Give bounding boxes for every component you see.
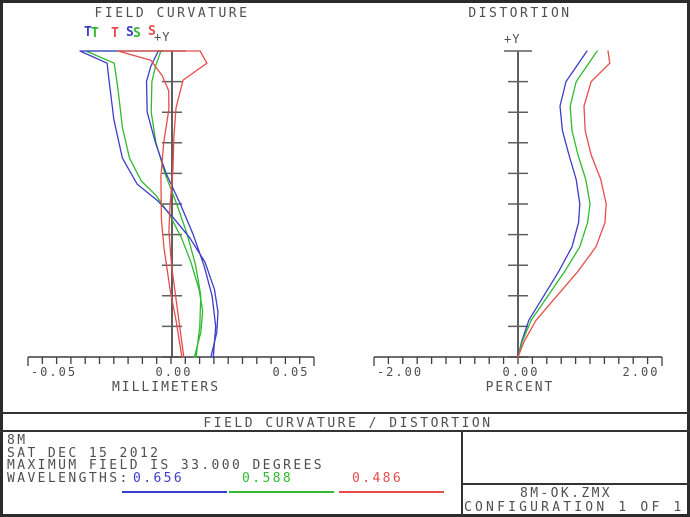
footer-bar-title: FIELD CURVATURE / DISTORTION bbox=[203, 416, 493, 431]
legend-t-blue: T bbox=[84, 25, 92, 40]
dist-curve-0.486 bbox=[517, 50, 611, 358]
file-name: 8M-OK.ZMX bbox=[519, 486, 613, 501]
fc-curve-T-0.588 bbox=[85, 50, 204, 358]
dist-curve-0.656 bbox=[517, 50, 588, 358]
footer-config-box-rule bbox=[461, 483, 690, 485]
lens-name: 8M bbox=[7, 433, 28, 448]
fc-y-axis-label: +Y bbox=[154, 30, 171, 44]
wavelength-underline-0656 bbox=[122, 491, 227, 493]
wavelength-value-0656: 0.656 bbox=[133, 471, 185, 486]
fc-curve-S-0.656 bbox=[145, 50, 217, 358]
legend-s-blue: S bbox=[126, 25, 134, 40]
legend-t-red: T bbox=[111, 26, 119, 41]
field-curvature-title: FIELD CURVATURE bbox=[94, 6, 250, 21]
wavelength-underline-0486 bbox=[339, 491, 444, 493]
fc-x-axis-label: MILLIMETERS bbox=[111, 380, 221, 395]
legend-t-green: T bbox=[91, 26, 99, 41]
wavelengths-label: WAVELENGTHS: bbox=[7, 471, 130, 486]
fc-x-tick-zero: 0.00 bbox=[155, 365, 193, 379]
dist-x-tick-zero: 0.00 bbox=[502, 365, 540, 379]
wavelength-underline-0588 bbox=[229, 491, 334, 493]
distortion-title: DISTORTION bbox=[468, 6, 572, 21]
dist-curve-0.588 bbox=[517, 50, 598, 358]
footer-vertical-divider bbox=[461, 430, 463, 517]
wavelength-value-0588: 0.588 bbox=[242, 471, 294, 486]
configuration-text: CONFIGURATION 1 OF 1 bbox=[464, 500, 685, 515]
fc-x-tick-neg: -0.05 bbox=[30, 365, 78, 379]
wavelength-value-0486: 0.486 bbox=[352, 471, 404, 486]
fc-curve-T-0.486 bbox=[117, 50, 201, 358]
dist-x-axis-label: PERCENT bbox=[485, 380, 555, 395]
dist-y-axis-label: +Y bbox=[504, 32, 521, 46]
titlebar-bottom-rule bbox=[0, 430, 690, 432]
dist-x-tick-pos: 2.00 bbox=[622, 365, 660, 379]
legend-s-red: S bbox=[148, 24, 156, 39]
max-field-text: MAXIMUM FIELD IS 33.000 DEGREES bbox=[7, 458, 325, 473]
fc-curve-T-0.656 bbox=[79, 50, 219, 358]
dist-x-tick-neg: -2.00 bbox=[376, 365, 424, 379]
legend-s-green: S bbox=[133, 26, 141, 41]
date-text: SAT DEC 15 2012 bbox=[7, 446, 161, 461]
fc-curve-S-0.486 bbox=[168, 50, 208, 358]
titlebar-top-rule bbox=[0, 412, 690, 414]
fc-x-tick-pos: 0.05 bbox=[272, 365, 310, 379]
